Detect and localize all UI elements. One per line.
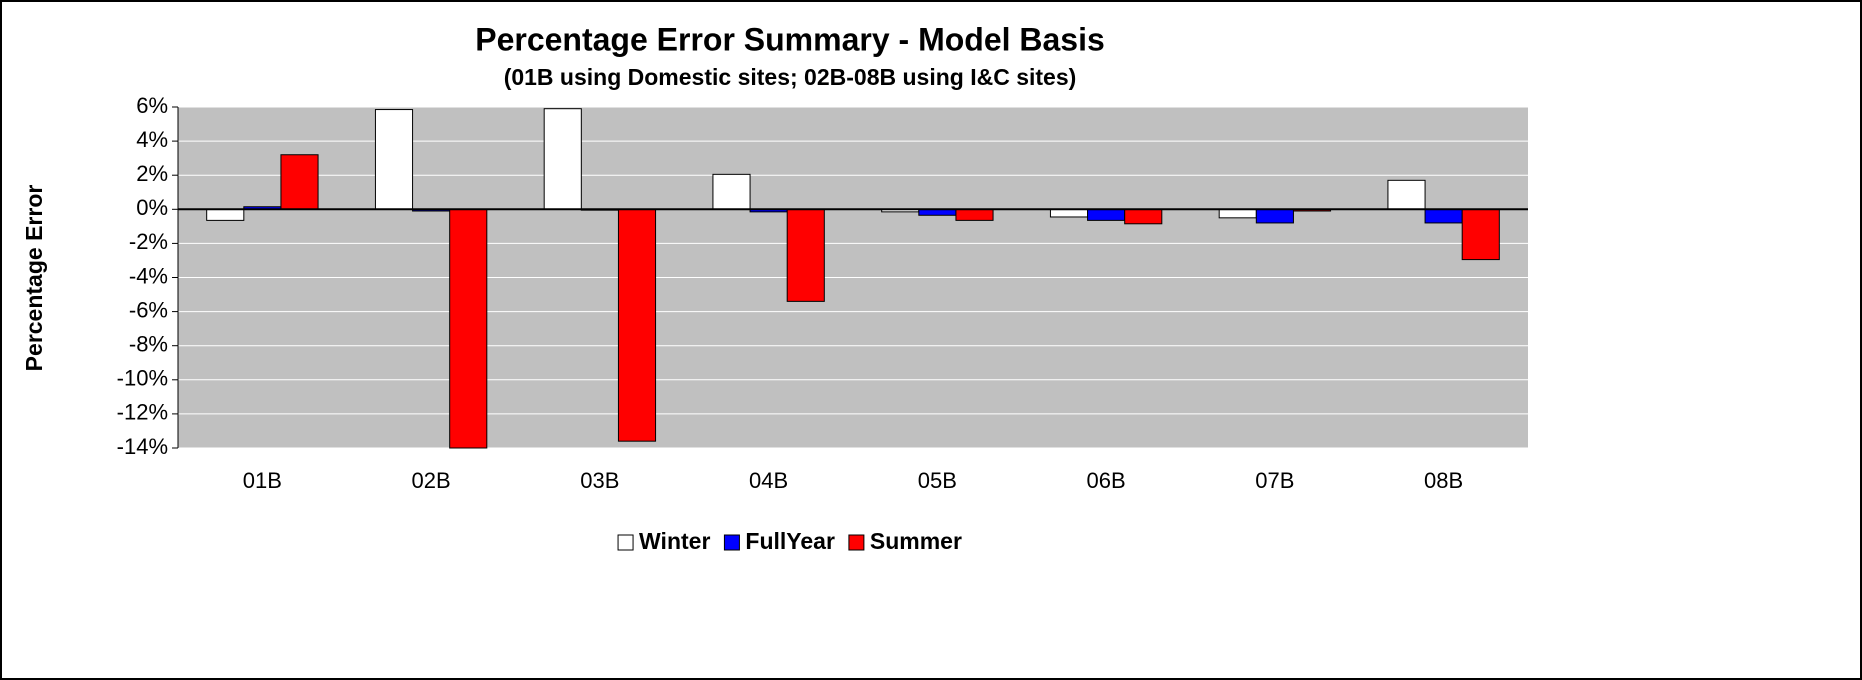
x-tick-label: 06B	[1087, 468, 1126, 493]
y-tick-label: -4%	[129, 263, 168, 288]
bar	[786, 208, 825, 302]
x-tick-label: 04B	[749, 468, 788, 493]
y-tick-label: 6%	[136, 93, 168, 118]
bar	[374, 109, 414, 210]
bar	[1087, 208, 1126, 221]
bar	[617, 208, 657, 442]
bar	[1255, 208, 1294, 224]
chart-title: Percentage Error Summary - Model Basis	[475, 21, 1105, 57]
bar	[280, 154, 319, 210]
bar	[712, 173, 751, 210]
y-tick-label: 4%	[136, 127, 168, 152]
x-tick-label: 05B	[918, 468, 957, 493]
bar	[1387, 179, 1426, 210]
x-tick-label: 02B	[412, 468, 451, 493]
bar	[955, 208, 994, 221]
bar	[449, 208, 488, 449]
y-tick-label: 0%	[136, 195, 168, 220]
y-tick-label: -10%	[117, 366, 168, 391]
x-tick-label: 07B	[1255, 468, 1294, 493]
bar	[1461, 208, 1500, 261]
bar	[543, 108, 582, 210]
x-tick-label: 03B	[580, 468, 619, 493]
x-tick-label: 01B	[243, 468, 282, 493]
bar	[206, 208, 245, 221]
chart-subtitle: (01B using Domestic sites; 02B-08B using…	[504, 64, 1077, 90]
y-tick-label: -12%	[117, 400, 168, 425]
legend-label: FullYear	[745, 528, 835, 554]
y-tick-label: -8%	[129, 332, 168, 357]
bar	[1218, 208, 1257, 219]
y-tick-label: -2%	[129, 229, 168, 254]
y-tick-label: -6%	[129, 297, 168, 322]
bar	[1049, 208, 1089, 218]
bar	[1124, 208, 1163, 225]
legend-swatch	[617, 534, 634, 551]
legend-label: Summer	[870, 528, 962, 554]
x-tick-label: 08B	[1424, 468, 1463, 493]
legend-label: Winter	[639, 528, 710, 554]
bar	[1424, 208, 1463, 224]
legend-swatch	[723, 534, 740, 551]
legend-swatch	[848, 534, 865, 551]
y-tick-label: -14%	[117, 434, 168, 459]
y-tick-label: 2%	[136, 161, 168, 186]
y-axis-label: Percentage Error	[21, 185, 47, 372]
